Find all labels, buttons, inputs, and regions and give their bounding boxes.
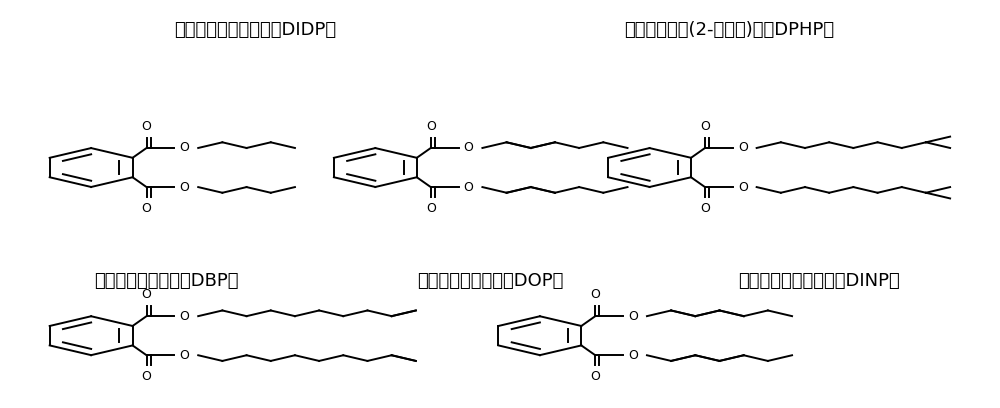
Text: O: O (628, 310, 638, 323)
Text: O: O (180, 349, 189, 362)
Text: O: O (426, 120, 436, 133)
Text: O: O (142, 370, 151, 384)
Text: O: O (590, 370, 600, 384)
Text: O: O (700, 202, 710, 215)
Text: O: O (628, 349, 638, 362)
Text: O: O (464, 181, 474, 193)
Text: O: O (738, 181, 748, 193)
Text: O: O (180, 181, 189, 193)
Text: O: O (700, 120, 710, 133)
Text: O: O (142, 202, 151, 215)
Text: O: O (426, 202, 436, 215)
Text: O: O (464, 142, 474, 155)
Text: O: O (590, 288, 600, 301)
Text: O: O (180, 142, 189, 155)
Text: 邻苯二甲酸二丁酯（DBP）: 邻苯二甲酸二丁酯（DBP） (94, 272, 238, 290)
Text: O: O (180, 310, 189, 323)
Text: O: O (142, 288, 151, 301)
Text: 邻苯二甲酸二异癸酯（DIDP）: 邻苯二甲酸二异癸酯（DIDP） (175, 21, 337, 39)
Text: 邻苯二甲酸二异壬酯（DINP）: 邻苯二甲酸二异壬酯（DINP） (738, 272, 900, 290)
Text: 邻苯二甲酸二辛酯（DOP）: 邻苯二甲酸二辛酯（DOP） (417, 272, 563, 290)
Text: O: O (738, 142, 748, 155)
Text: O: O (142, 120, 151, 133)
Text: 邻苯二甲酸二(2-丙基庚)酯（DPHP）: 邻苯二甲酸二(2-丙基庚)酯（DPHP） (624, 21, 834, 39)
